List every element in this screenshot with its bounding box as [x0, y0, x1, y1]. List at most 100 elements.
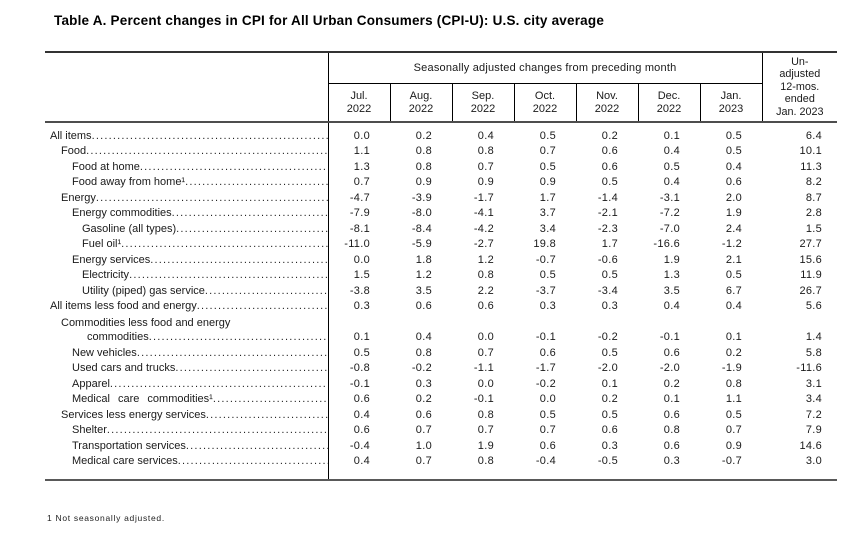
row-label: Energy — [61, 191, 96, 204]
value-cell: 1.2 — [415, 269, 432, 281]
value-cell: 0.9 — [539, 176, 556, 188]
value-cell-12mo: 26.7 — [799, 284, 823, 297]
value-cell: 0.8 — [477, 269, 494, 281]
value-cell: 0.4 — [477, 129, 494, 142]
value-cell: 0.5 — [539, 129, 556, 142]
value-cell: 2.2 — [477, 284, 494, 297]
value-cell-12mo: 7.2 — [805, 408, 823, 421]
value-cell: 0.6 — [725, 176, 743, 188]
value-cell-12mo: 8.7 — [805, 191, 823, 204]
dot-leader — [176, 223, 327, 236]
table-row: New vehicles 0.5 0.8 0.7 0.6 0.5 0.6 0.2 5.8 — [45, 344, 837, 360]
month-column-header: Aug. 2022 — [389, 83, 453, 123]
value-cell: -3.1 — [659, 191, 680, 204]
value-cell: -0.7 — [721, 455, 743, 467]
value-cell: -1.4 — [597, 191, 618, 204]
month-name: Jul. — [350, 89, 368, 102]
value-cell: 0.7 — [725, 424, 743, 436]
value-cell-12mo: 15.6 — [799, 253, 823, 266]
dot-leader — [129, 269, 327, 282]
value-cell-12mo: 2.8 — [805, 207, 823, 219]
value-cell: 0.7 — [415, 455, 432, 467]
value-cell: 0.7 — [539, 424, 556, 436]
dot-leader — [149, 331, 327, 344]
month-name: Oct. — [534, 89, 556, 102]
value-cell: 1.7 — [601, 238, 618, 250]
value-cell: 0.1 — [663, 129, 680, 142]
dot-leader — [140, 161, 327, 174]
value-cell: 1.3 — [663, 269, 680, 281]
value-cell: 3.4 — [539, 222, 556, 235]
spacer-cell — [45, 122, 329, 127]
value-cell: -1.1 — [473, 362, 494, 374]
row-label-cell: Energy — [45, 189, 329, 205]
table-row: Food 1.1 0.8 0.8 0.7 0.6 0.4 0.5 10.1 — [45, 142, 837, 158]
value-cell: 0.9 — [477, 176, 494, 188]
value-cell: -8.0 — [411, 207, 432, 219]
value-cell: 0.7 — [415, 424, 432, 436]
value-cell: 0.6 — [353, 393, 370, 405]
month-name: Nov. — [596, 89, 618, 102]
dot-leader — [107, 424, 327, 437]
row-label: Energy commodities — [72, 207, 172, 219]
row-label: Services less energy services — [61, 408, 206, 421]
value-cell-12mo: 1.4 — [805, 331, 823, 343]
dot-leader — [172, 207, 327, 220]
table-row: Medical care services 0.4 0.7 0.8 -0.4 -0.5 0.… — [45, 452, 837, 468]
value-cell: -2.0 — [659, 362, 680, 374]
value-cell: -0.4 — [349, 439, 370, 452]
footnote: 1 Not seasonally adjusted. — [47, 513, 165, 523]
value-cell: 0.6 — [663, 439, 680, 452]
value-cell: 0.5 — [725, 408, 743, 421]
row-label: Food at home — [72, 160, 140, 173]
row-label-cell: All items — [45, 127, 329, 143]
value-cell: 0.3 — [601, 300, 618, 312]
row-label: Medical care commodities¹ — [72, 393, 213, 405]
dot-leader — [121, 238, 327, 251]
value-cell: 0.5 — [725, 129, 743, 142]
value-cell: -0.1 — [349, 377, 370, 390]
value-cell: 0.3 — [415, 377, 432, 390]
value-cell: 0.2 — [415, 393, 432, 405]
value-cell: 0.5 — [601, 176, 618, 188]
row-label: Shelter — [72, 424, 107, 436]
month-year: 2022 — [532, 102, 558, 115]
value-cell-12mo: 5.8 — [805, 346, 823, 359]
table-row: Food away from home¹ 0.7 0.9 0.9 0.9 0.5 0.4 0.… — [45, 173, 837, 189]
value-cell: -2.3 — [597, 222, 618, 235]
row-label-cell: Gasoline (all types) — [45, 220, 329, 236]
table-row: Apparel -0.1 0.3 0.0 -0.2 0.1 0.2 0.8 3.1 — [45, 375, 837, 391]
unadjusted-header-line: 12-mos. — [780, 80, 820, 93]
value-cell-12mo: 8.2 — [805, 176, 823, 188]
value-cell: 0.5 — [601, 408, 618, 421]
value-cell: 0.6 — [415, 408, 432, 421]
value-cell: -2.7 — [473, 238, 494, 250]
table-row: Used cars and trucks -0.8 -0.2 -1.1 -1.7 -2.0… — [45, 359, 837, 375]
spacer-cell — [45, 468, 329, 479]
spacer-cell — [328, 468, 837, 479]
row-label: Electricity — [82, 269, 130, 281]
dot-leader — [213, 393, 327, 406]
value-cell: 0.1 — [725, 331, 743, 343]
value-cell: 0.2 — [601, 129, 618, 142]
value-cell: -4.1 — [473, 207, 494, 219]
value-cell: 0.5 — [353, 346, 370, 359]
row-label: Utility (piped) gas service — [82, 284, 205, 297]
dot-leader — [86, 145, 327, 158]
row-label: All items less food and energy — [50, 300, 197, 312]
table-row: Transportation services -0.4 1.0 1.9 0.6 0.3 0… — [45, 437, 837, 453]
value-cell: 1.9 — [663, 253, 680, 266]
value-cell: 1.3 — [353, 160, 370, 173]
value-cell: 0.4 — [353, 455, 370, 467]
value-cell: 1.9 — [477, 439, 494, 452]
row-label-cell: Commodities less food and energy commodit… — [45, 313, 329, 344]
dot-leader — [92, 130, 327, 143]
table-row: All items 0.0 0.2 0.4 0.5 0.2 0.1 0.5 6.4 — [45, 127, 837, 143]
value-cell: 0.7 — [539, 145, 556, 157]
stub-header-cell — [45, 53, 329, 123]
value-cell: -2.0 — [597, 362, 618, 374]
row-label-cell: Used cars and trucks — [45, 359, 329, 375]
month-year: 2023 — [718, 102, 744, 115]
value-cell: 0.8 — [477, 145, 494, 157]
group-header-label: Seasonally adjusted changes from precedi… — [327, 53, 763, 84]
